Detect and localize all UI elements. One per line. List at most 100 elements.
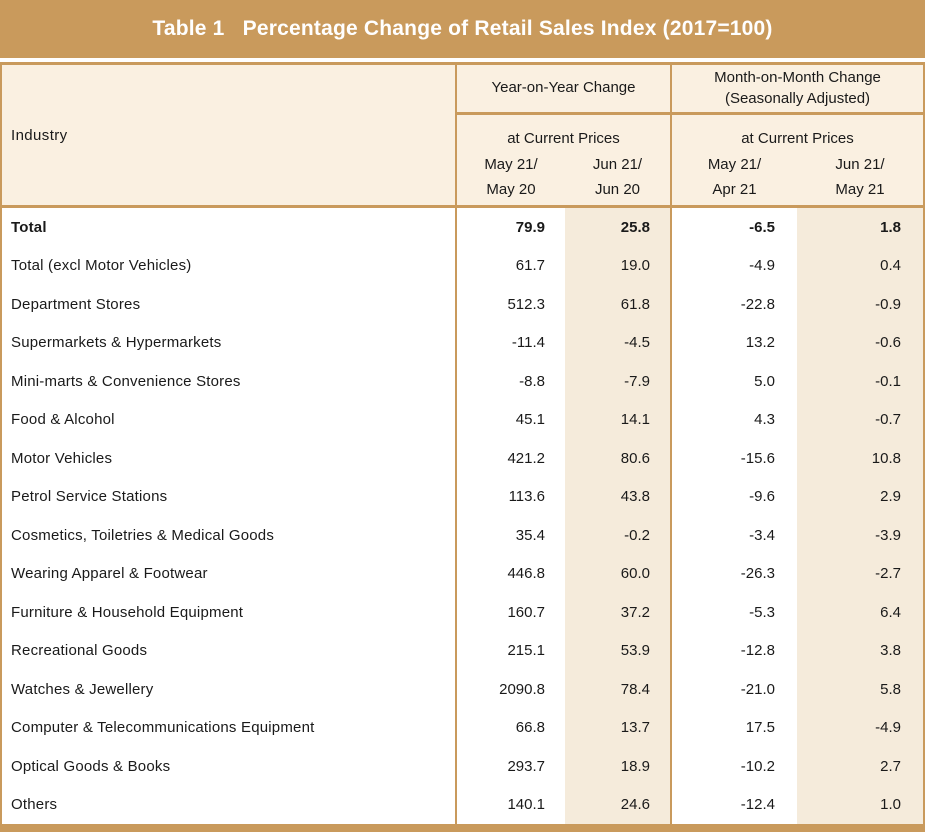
value-cell: 61.7 bbox=[515, 257, 545, 275]
group-label-line: Month-on-Month Change bbox=[714, 69, 881, 87]
date-line: Jun 21/ bbox=[592, 156, 643, 174]
group-subtitle-current-prices: at Current Prices bbox=[741, 130, 854, 147]
column-group-year-on-year: Year-on-Year Change at Current Prices Ma… bbox=[457, 65, 672, 205]
value-cell: 2.7 bbox=[797, 747, 923, 786]
value-cell: 14.1 bbox=[565, 400, 672, 439]
value-cell: -0.1 bbox=[797, 362, 923, 401]
value-cell: 66.8 bbox=[515, 719, 545, 737]
table-title: Table 1 Percentage Change of Retail Sale… bbox=[152, 17, 773, 40]
header-column-groups: Year-on-Year Change at Current Prices Ma… bbox=[457, 65, 923, 205]
industry-cell: Total (excl Motor Vehicles) bbox=[2, 246, 457, 285]
value-cell: -10.2 bbox=[740, 757, 775, 775]
group-date-columns: May 21/ May 20 Jun 21/ Jun 20 bbox=[457, 147, 670, 205]
value-cell: 45.1 bbox=[515, 411, 545, 429]
industry-cell: Total bbox=[2, 208, 457, 247]
value-cell: -3.4 bbox=[749, 526, 775, 544]
industry-cell: Computer & Telecommunications Equipment bbox=[2, 708, 457, 747]
value-cell: -11.4 bbox=[511, 334, 545, 352]
date-line: May 20 bbox=[486, 181, 536, 198]
header-body-separator bbox=[2, 205, 923, 208]
date-line: May 21/ bbox=[484, 156, 538, 174]
industry-cell: Department Stores bbox=[2, 285, 457, 324]
industry-cell: Recreational Goods bbox=[2, 631, 457, 670]
table-row: Cosmetics, Toiletries & Medical Goods 35.… bbox=[2, 516, 923, 555]
table-row: Watches & Jewellery 2090.8 78.4 -21.0 5.8 bbox=[2, 670, 923, 709]
table-row: Optical Goods & Books 293.7 18.9 -10.2 2.7 bbox=[2, 747, 923, 786]
value-cell: 19.0 bbox=[565, 246, 672, 285]
value-cell: -6.5 bbox=[749, 218, 775, 236]
group-label-year-on-year: Year-on-Year Change bbox=[457, 65, 670, 115]
value-cell: 6.4 bbox=[797, 593, 923, 632]
value-cell: 160.7 bbox=[507, 603, 545, 621]
table-row: Department Stores 512.3 61.8 -22.8 -0.9 bbox=[2, 285, 923, 324]
date-line: May 21 bbox=[835, 181, 885, 198]
value-cell: -2.7 bbox=[797, 554, 923, 593]
value-cell: 37.2 bbox=[565, 593, 672, 632]
value-cell: 3.8 bbox=[797, 631, 923, 670]
value-cell: 421.2 bbox=[507, 449, 545, 467]
value-cell: 140.1 bbox=[507, 796, 545, 814]
value-cell: -9.6 bbox=[749, 488, 775, 506]
date-line: Apr 21 bbox=[712, 181, 757, 198]
table-header: Industry Year-on-Year Change at Current … bbox=[2, 65, 923, 205]
table-row: Motor Vehicles 421.2 80.6 -15.6 10.8 bbox=[2, 439, 923, 478]
group-date-columns: May 21/ Apr 21 Jun 21/ May 21 bbox=[672, 147, 923, 205]
value-cell: -7.9 bbox=[565, 362, 672, 401]
value-cell: 18.9 bbox=[565, 747, 672, 786]
value-cell: 293.7 bbox=[507, 757, 545, 775]
column-header-jun21-may21: Jun 21/ May 21 bbox=[797, 153, 923, 203]
group-label-line: (Seasonally Adjusted) bbox=[724, 89, 871, 107]
value-cell: 446.8 bbox=[507, 565, 545, 583]
value-cell: -8.8 bbox=[519, 372, 545, 390]
value-cell: 43.8 bbox=[565, 477, 672, 516]
table-row: Food & Alcohol 45.1 14.1 4.3 -0.7 bbox=[2, 400, 923, 439]
value-cell: -21.0 bbox=[740, 680, 775, 698]
table-row: Mini-marts & Convenience Stores -8.8 -7.9 5… bbox=[2, 362, 923, 401]
column-header-may21-apr21: May 21/ Apr 21 bbox=[672, 153, 797, 203]
table-bottom-border bbox=[0, 824, 925, 832]
value-cell: 512.3 bbox=[507, 295, 545, 313]
group-subtitle-current-prices: at Current Prices bbox=[507, 130, 620, 147]
column-header-may21-may20: May 21/ May 20 bbox=[457, 153, 565, 203]
table-row: Furniture & Household Equipment 160.7 37.2… bbox=[2, 593, 923, 632]
value-cell: 17.5 bbox=[745, 719, 775, 737]
table-row: Total 79.9 25.8 -6.5 1.8 bbox=[2, 208, 923, 247]
value-cell: 13.7 bbox=[565, 708, 672, 747]
value-cell: -15.6 bbox=[740, 449, 775, 467]
value-cell: 2090.8 bbox=[499, 680, 545, 698]
value-cell: 25.8 bbox=[565, 208, 672, 247]
value-cell: 113.6 bbox=[508, 488, 545, 506]
value-cell: -5.3 bbox=[749, 603, 775, 621]
value-cell: 10.8 bbox=[797, 439, 923, 478]
industry-cell: Cosmetics, Toiletries & Medical Goods bbox=[2, 516, 457, 555]
column-group-month-on-month: Month-on-Month Change (Seasonally Adjust… bbox=[672, 65, 923, 205]
table-body: Total 79.9 25.8 -6.5 1.8 Total (excl Motor Ve… bbox=[2, 208, 923, 824]
industry-cell: Wearing Apparel & Footwear bbox=[2, 554, 457, 593]
value-cell: 5.8 bbox=[797, 670, 923, 709]
table-row: Total (excl Motor Vehicles) 61.7 19.0 -4.9 0… bbox=[2, 246, 923, 285]
group-label-line: Year-on-Year Change bbox=[491, 79, 636, 97]
value-cell: 4.3 bbox=[754, 411, 775, 429]
industry-cell: Others bbox=[2, 785, 457, 824]
value-cell: 2.9 bbox=[797, 477, 923, 516]
value-cell: -4.9 bbox=[797, 708, 923, 747]
value-cell: 78.4 bbox=[565, 670, 672, 709]
value-cell: 35.4 bbox=[515, 526, 545, 544]
industry-cell: Motor Vehicles bbox=[2, 439, 457, 478]
industry-cell: Mini-marts & Convenience Stores bbox=[2, 362, 457, 401]
value-cell: -12.8 bbox=[740, 642, 775, 660]
value-cell: 24.6 bbox=[565, 785, 672, 824]
table-row: Recreational Goods 215.1 53.9 -12.8 3.8 bbox=[2, 631, 923, 670]
table-row: Others 140.1 24.6 -12.4 1.0 bbox=[2, 785, 923, 824]
value-cell: -26.3 bbox=[740, 565, 775, 583]
value-cell: -0.2 bbox=[565, 516, 672, 555]
date-line: Jun 20 bbox=[594, 181, 641, 198]
industry-cell: Supermarkets & Hypermarkets bbox=[2, 323, 457, 362]
industry-cell: Food & Alcohol bbox=[2, 400, 457, 439]
value-cell: 1.0 bbox=[797, 785, 923, 824]
value-cell: 79.9 bbox=[515, 218, 545, 236]
table-title-bar: Table 1 Percentage Change of Retail Sale… bbox=[0, 0, 925, 58]
table-row: Computer & Telecommunications Equipment 6… bbox=[2, 708, 923, 747]
date-line: May 21/ bbox=[707, 156, 762, 174]
